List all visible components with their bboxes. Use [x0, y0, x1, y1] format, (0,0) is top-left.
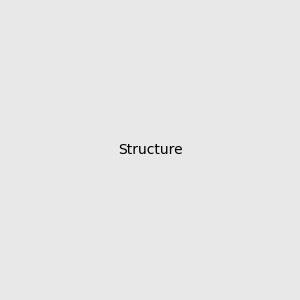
Text: Structure: Structure	[118, 143, 182, 157]
